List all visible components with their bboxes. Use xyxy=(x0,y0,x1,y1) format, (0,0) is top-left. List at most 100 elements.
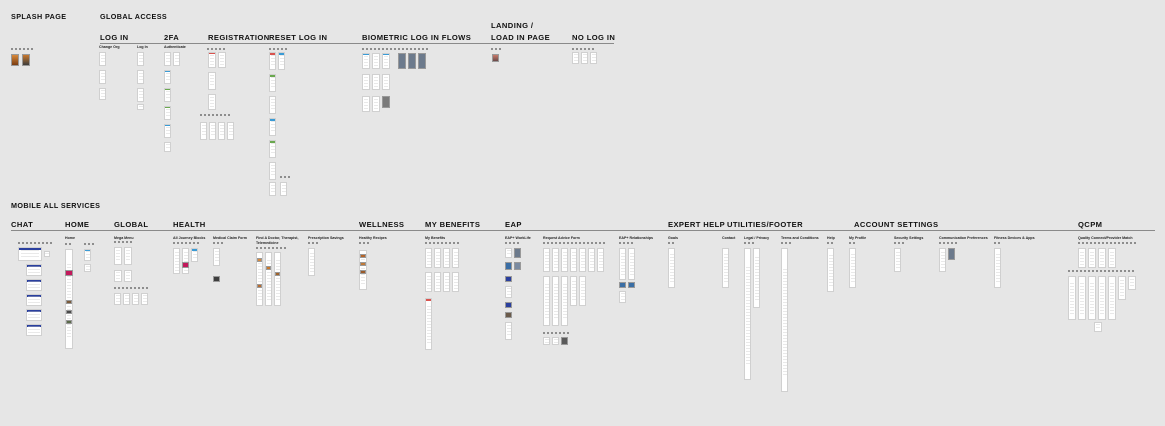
find-doctor-photo-3[interactable] xyxy=(275,272,280,276)
prescription-screen-1[interactable] xyxy=(308,248,315,276)
home-variant-1[interactable] xyxy=(84,249,91,261)
legal-screen-1[interactable] xyxy=(744,248,751,380)
advice-screen-9[interactable] xyxy=(552,276,559,326)
advice-screen-14[interactable] xyxy=(552,337,559,345)
qcpm-screen-4[interactable] xyxy=(1108,248,1116,268)
registration-screen-2[interactable] xyxy=(218,52,226,68)
fitness-screen[interactable] xyxy=(994,248,1001,288)
benefits-screen-2[interactable] xyxy=(434,248,441,268)
worklife-screen-3[interactable] xyxy=(505,262,512,270)
reset-screen-6[interactable] xyxy=(269,140,276,158)
reset-screen-1[interactable] xyxy=(269,52,276,70)
relationships-screen-1[interactable] xyxy=(619,248,626,280)
login-screen-4[interactable] xyxy=(137,104,144,110)
qcpm-screen-11[interactable] xyxy=(1128,276,1136,290)
relationships-screen-2[interactable] xyxy=(628,248,635,280)
home-photo-2[interactable] xyxy=(66,310,72,314)
worklife-screen-6[interactable] xyxy=(505,286,512,298)
goals-screen-1[interactable] xyxy=(668,248,675,288)
qcpm-screen-3[interactable] xyxy=(1098,248,1106,268)
2fa-screen-5[interactable] xyxy=(164,106,171,120)
biometric-screen-10[interactable] xyxy=(362,96,370,112)
registration-screen-5[interactable] xyxy=(200,122,207,140)
home-photo-3[interactable] xyxy=(66,320,72,324)
find-doctor-screen-1[interactable] xyxy=(256,252,263,306)
qcpm-screen-1[interactable] xyxy=(1078,248,1086,268)
biometric-screen-7[interactable] xyxy=(362,74,370,90)
global-screen-6[interactable] xyxy=(123,293,130,305)
registration-screen-8[interactable] xyxy=(227,122,234,140)
chat-screen-2[interactable] xyxy=(44,251,50,257)
registration-screen-1[interactable] xyxy=(208,52,216,68)
no-log-in-screen-2[interactable] xyxy=(581,52,588,64)
splash-screen-1[interactable] xyxy=(11,54,19,66)
biometric-screen-2[interactable] xyxy=(372,53,380,69)
mega-menu-screen-2[interactable] xyxy=(124,247,132,265)
benefits-screen-4[interactable] xyxy=(452,248,459,268)
qcpm-screen-12[interactable] xyxy=(1094,322,1102,332)
relationships-screen-4[interactable] xyxy=(628,282,635,288)
find-doctor-photo-1[interactable] xyxy=(257,258,262,262)
worklife-screen-1[interactable] xyxy=(505,248,512,258)
global-screen-5[interactable] xyxy=(114,293,121,305)
2fa-screen-7[interactable] xyxy=(164,142,171,152)
biometric-screen-11[interactable] xyxy=(372,96,380,112)
advice-screen-13[interactable] xyxy=(543,337,550,345)
advice-screen-4[interactable] xyxy=(570,248,577,272)
no-log-in-screen-3[interactable] xyxy=(590,52,597,64)
reset-screen-3[interactable] xyxy=(269,74,276,92)
contact-screen[interactable] xyxy=(722,248,729,288)
login-change-org-screen-3[interactable] xyxy=(99,88,106,100)
recipe-photo-1[interactable] xyxy=(360,254,366,258)
medical-claim-screen-1[interactable] xyxy=(213,248,220,266)
login-screen-3[interactable] xyxy=(137,88,144,102)
mega-menu-screen-1[interactable] xyxy=(114,247,122,265)
journey-screen-3[interactable] xyxy=(191,248,198,262)
find-doctor-photo-4[interactable] xyxy=(257,284,262,288)
biometric-screen-12[interactable] xyxy=(382,96,390,108)
journey-screen-1[interactable] xyxy=(173,248,180,274)
chat-screen-4[interactable] xyxy=(26,279,42,291)
advice-screen-3[interactable] xyxy=(561,248,568,272)
find-doctor-screen-3[interactable] xyxy=(274,252,281,306)
find-doctor-screen-2[interactable] xyxy=(265,252,272,306)
qcpm-screen-9[interactable] xyxy=(1108,276,1116,320)
advice-screen-11[interactable] xyxy=(570,276,577,306)
find-doctor-photo-2[interactable] xyxy=(266,266,271,270)
registration-screen-7[interactable] xyxy=(218,122,225,140)
reset-screen-8[interactable] xyxy=(269,182,276,196)
recipe-photo-2[interactable] xyxy=(360,262,366,266)
registration-screen-6[interactable] xyxy=(209,122,216,140)
landing-screen[interactable] xyxy=(492,54,499,62)
advice-screen-8[interactable] xyxy=(543,276,550,326)
advice-screen-7[interactable] xyxy=(597,248,604,272)
chat-screen-6[interactable] xyxy=(26,309,42,321)
qcpm-screen-2[interactable] xyxy=(1088,248,1096,268)
worklife-screen-8[interactable] xyxy=(505,312,512,318)
home-variant-2[interactable] xyxy=(84,264,91,272)
chat-screen-7[interactable] xyxy=(26,324,42,336)
relationships-screen-5[interactable] xyxy=(619,291,626,303)
2fa-screen-2[interactable] xyxy=(173,52,180,66)
qcpm-screen-8[interactable] xyxy=(1098,276,1106,320)
reset-screen-2[interactable] xyxy=(278,52,285,70)
worklife-screen-4[interactable] xyxy=(514,262,521,270)
reset-screen-4[interactable] xyxy=(269,96,276,114)
journey-screen-2[interactable] xyxy=(182,248,189,274)
biometric-screen-6[interactable] xyxy=(418,53,426,69)
advice-screen-1[interactable] xyxy=(543,248,550,272)
comm-prefs-screen-1[interactable] xyxy=(939,248,946,272)
biometric-screen-9[interactable] xyxy=(382,74,390,90)
chat-screen-5[interactable] xyxy=(26,294,42,306)
biometric-screen-8[interactable] xyxy=(372,74,380,90)
advice-screen-12[interactable] xyxy=(579,276,586,306)
registration-screen-4[interactable] xyxy=(208,94,216,110)
2fa-screen-3[interactable] xyxy=(164,70,171,84)
2fa-screen-4[interactable] xyxy=(164,88,171,102)
login-screen-2[interactable] xyxy=(137,70,144,84)
home-photo-1[interactable] xyxy=(66,300,72,304)
legal-screen-2[interactable] xyxy=(753,248,760,308)
help-screen-1[interactable] xyxy=(827,248,834,292)
advice-screen-2[interactable] xyxy=(552,248,559,272)
no-log-in-screen-1[interactable] xyxy=(572,52,579,64)
